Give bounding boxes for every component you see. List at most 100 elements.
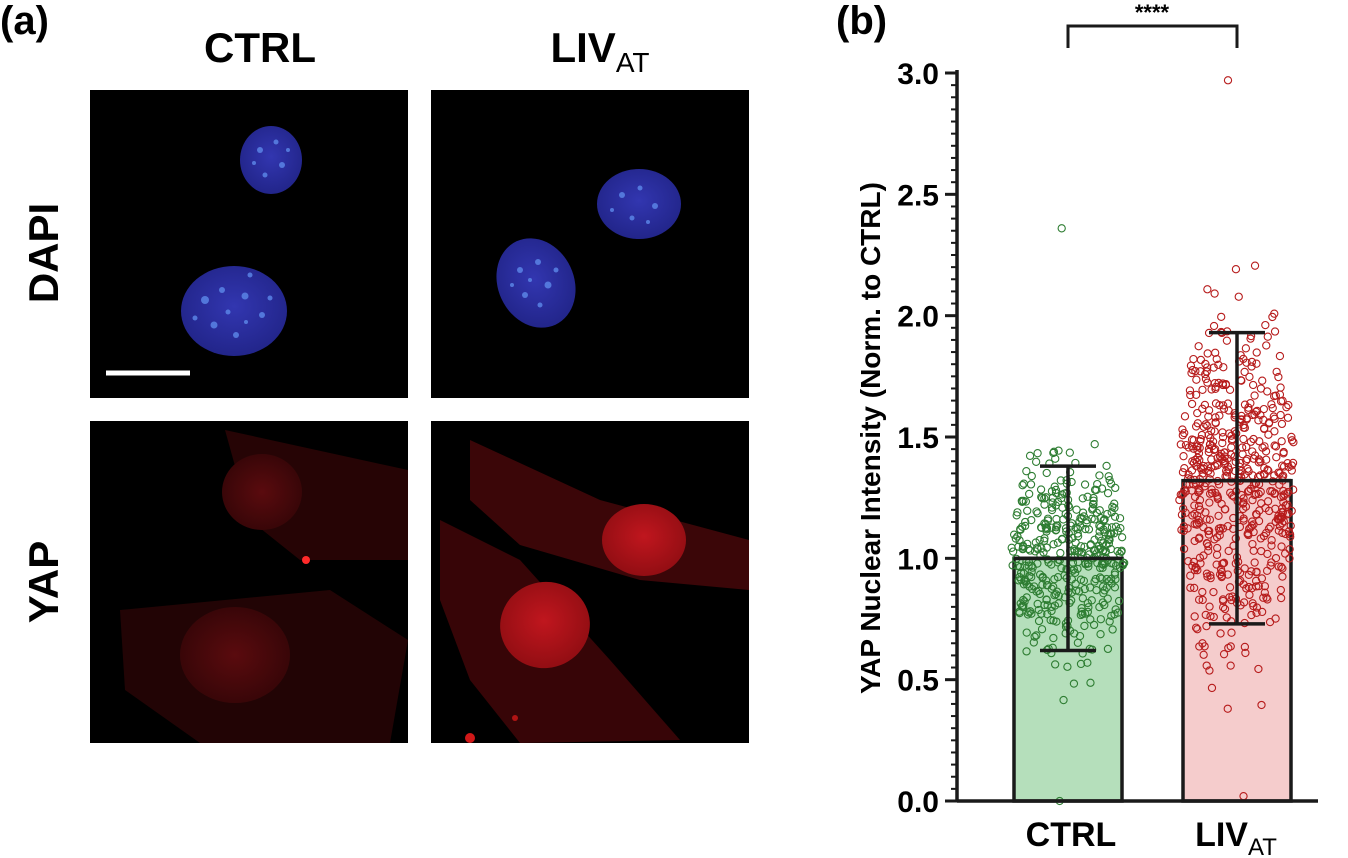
data-point xyxy=(1048,498,1057,507)
data-point xyxy=(1244,570,1253,580)
data-point xyxy=(1011,534,1020,543)
data-point xyxy=(1210,289,1219,298)
data-point xyxy=(1271,442,1281,451)
y-axis-title: YAP Nuclear Intensity (Norm. to CTRL) xyxy=(855,182,886,694)
data-point xyxy=(1089,500,1098,509)
data-point xyxy=(1204,406,1214,415)
data-point xyxy=(1208,488,1217,498)
data-point xyxy=(1069,565,1079,574)
data-point xyxy=(1215,452,1225,461)
data-point xyxy=(1218,596,1228,606)
data-point xyxy=(1083,658,1092,667)
column-label-ctrl-main: CTRL xyxy=(204,24,316,71)
data-point xyxy=(1180,412,1190,421)
data-point xyxy=(1219,650,1229,659)
data-point xyxy=(1209,587,1218,597)
data-point xyxy=(1016,524,1025,534)
data-point xyxy=(1238,450,1247,459)
data-point xyxy=(1187,486,1196,495)
data-point xyxy=(1215,401,1224,410)
data-point xyxy=(1076,659,1086,669)
data-point xyxy=(1047,503,1057,512)
data-point xyxy=(1203,285,1212,294)
data-point xyxy=(1206,469,1215,478)
data-point xyxy=(1042,468,1051,478)
data-point xyxy=(1090,577,1099,586)
data-point xyxy=(1098,547,1107,556)
data-point xyxy=(1207,426,1216,435)
data-point xyxy=(1095,573,1105,582)
data-point xyxy=(1212,354,1221,364)
data-point xyxy=(1095,527,1104,536)
data-point xyxy=(1275,351,1285,361)
data-point xyxy=(1199,422,1208,431)
column-label-livat: LIVAT xyxy=(550,24,649,78)
data-point xyxy=(1095,506,1104,515)
data-point xyxy=(1216,629,1225,638)
data-point xyxy=(1013,508,1022,517)
data-point xyxy=(1184,557,1193,566)
data-point xyxy=(1205,666,1214,675)
data-point xyxy=(1078,494,1087,503)
data-point xyxy=(1187,368,1196,378)
data-point xyxy=(1096,563,1105,573)
data-point xyxy=(1042,524,1052,533)
data-point xyxy=(1103,509,1112,519)
data-point xyxy=(1247,357,1257,367)
data-point xyxy=(1213,493,1222,502)
dapi-nucleus xyxy=(597,169,681,239)
data-point xyxy=(1257,574,1267,583)
yap-bright-spot xyxy=(512,715,518,721)
data-point xyxy=(1218,380,1228,390)
data-point xyxy=(1242,442,1251,452)
data-point xyxy=(1276,593,1286,603)
data-point xyxy=(1038,580,1047,589)
data-point xyxy=(1267,558,1276,567)
data-point xyxy=(1252,582,1261,591)
data-point xyxy=(1204,546,1213,555)
data-point xyxy=(1031,538,1040,547)
data-point xyxy=(1271,614,1280,623)
y-tick-label: 0.5 xyxy=(897,665,939,698)
data-point xyxy=(1272,367,1281,377)
data-point xyxy=(1179,526,1188,536)
data-point xyxy=(1247,521,1256,530)
data-point xyxy=(1103,644,1113,654)
data-point xyxy=(1255,437,1264,446)
data-point xyxy=(1180,428,1189,438)
data-point xyxy=(1240,367,1249,377)
data-point xyxy=(1104,535,1113,544)
data-point xyxy=(1107,579,1116,588)
data-point xyxy=(1023,506,1032,515)
data-point xyxy=(1270,489,1279,498)
data-point xyxy=(1283,500,1292,509)
data-point xyxy=(1078,609,1087,619)
data-point xyxy=(1257,546,1266,556)
data-point xyxy=(1251,509,1261,519)
data-point xyxy=(1218,559,1227,568)
data-point xyxy=(1194,595,1204,604)
data-point xyxy=(1031,457,1041,466)
data-point xyxy=(1191,390,1201,400)
data-point xyxy=(1200,642,1209,651)
data-point xyxy=(1084,562,1093,571)
data-point xyxy=(1195,443,1204,453)
yap-nucleus xyxy=(500,581,590,669)
data-point xyxy=(1194,501,1204,511)
data-point xyxy=(1223,76,1233,85)
data-point xyxy=(1022,628,1031,637)
data-point xyxy=(1178,431,1187,440)
data-point xyxy=(1245,372,1254,381)
data-point xyxy=(1057,563,1066,573)
data-point xyxy=(1198,385,1207,395)
data-point xyxy=(1276,585,1285,595)
data-point xyxy=(1069,679,1079,688)
data-point xyxy=(1196,367,1205,376)
data-point xyxy=(1274,372,1283,382)
data-point xyxy=(1196,355,1206,365)
data-point xyxy=(1097,484,1107,493)
data-point xyxy=(1240,423,1250,433)
data-point xyxy=(1008,561,1017,570)
data-point xyxy=(1118,561,1128,570)
